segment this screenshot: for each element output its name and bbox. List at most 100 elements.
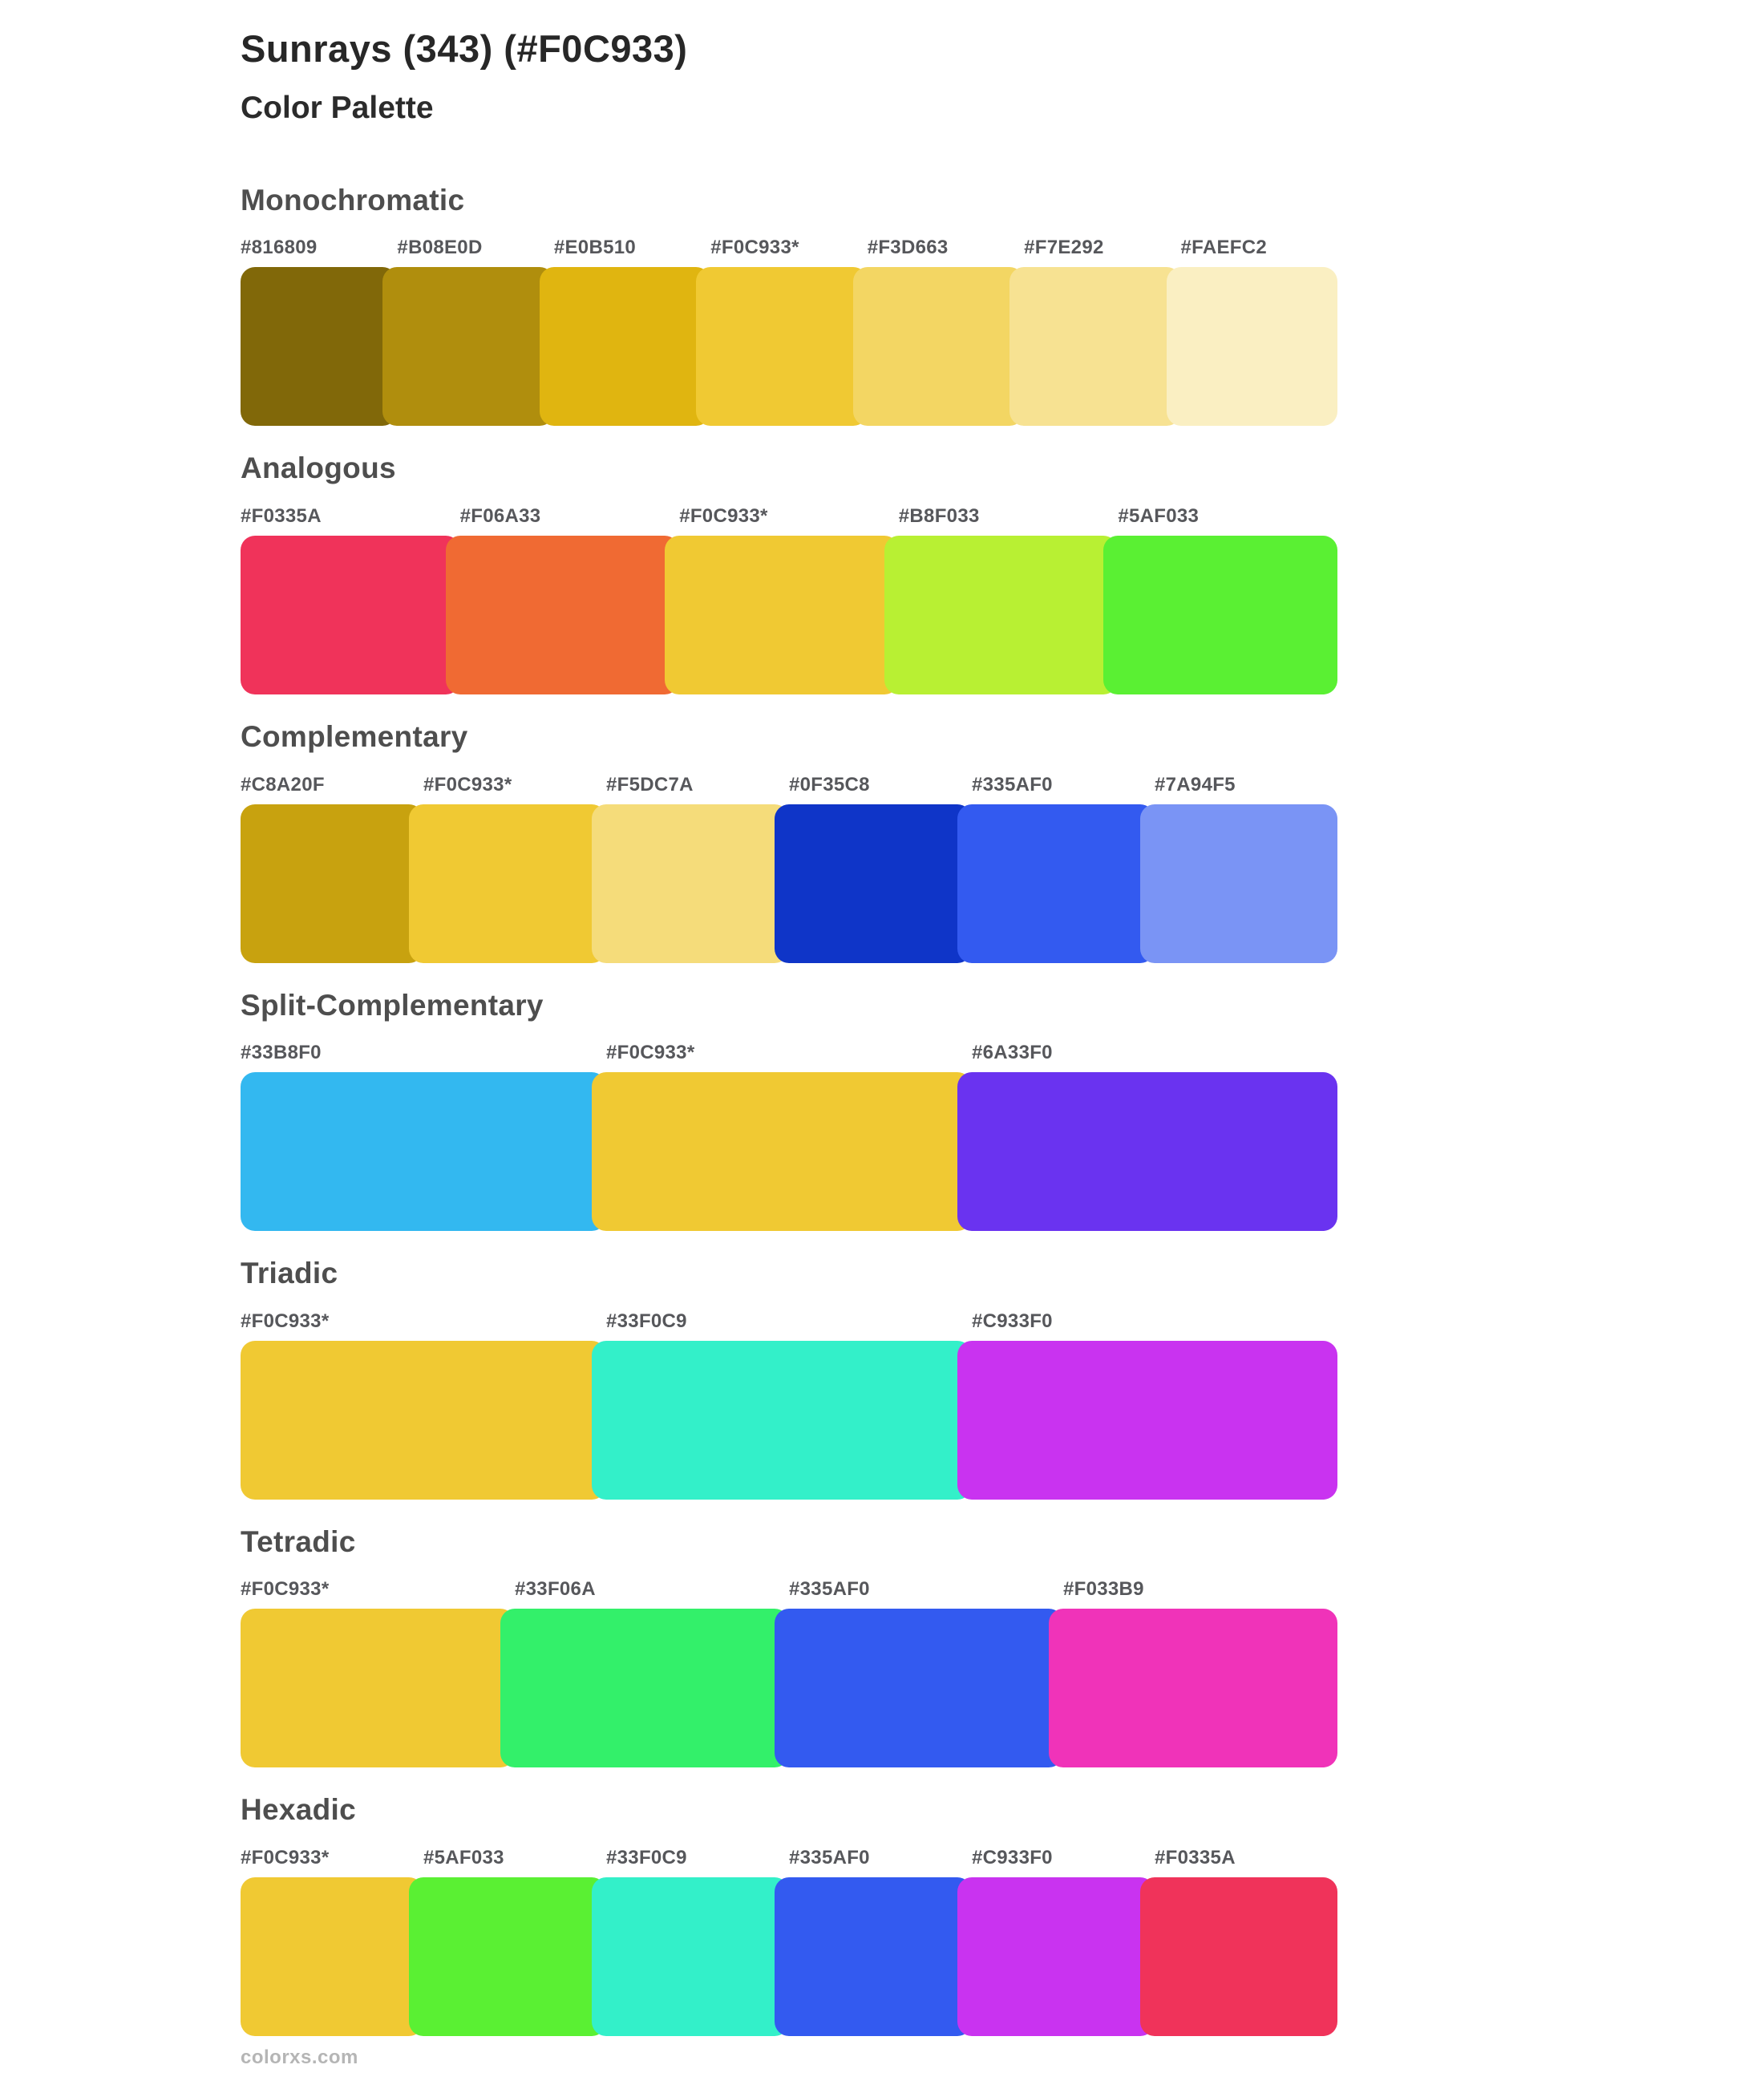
- swatch-hex-label: #B08E0D: [397, 237, 483, 259]
- swatch-hex-label: #F5DC7A: [606, 773, 694, 796]
- swatch: #F06A33: [445, 505, 680, 695]
- color-swatch[interactable]: [1166, 267, 1337, 427]
- swatch-hex-label: #F0335A: [241, 505, 322, 528]
- swatch-hex-label: #0F35C8: [789, 773, 870, 796]
- swatch-hex-label: #335AF0: [789, 1578, 870, 1601]
- color-swatch[interactable]: [1140, 804, 1337, 963]
- color-swatch[interactable]: [775, 804, 972, 963]
- swatch-hex-label: #F0C933*: [710, 237, 799, 259]
- color-swatch[interactable]: [409, 1876, 606, 2036]
- swatch-hex-label: #B8F033: [898, 505, 980, 528]
- swatch-row: #F0C933* #5AF033 #33F0C9 #335AF0 #C933F0 #F03…: [241, 1847, 1337, 2036]
- color-swatch[interactable]: [445, 536, 680, 695]
- swatch-row: #33B8F0 #F0C933* #6A33F0: [241, 1042, 1337, 1232]
- swatch: #FAEFC2: [1166, 237, 1337, 427]
- swatch: #5AF033: [409, 1846, 606, 2036]
- swatch-hex-label: #816809: [241, 237, 318, 259]
- swatch-hex-label: #F7E292: [1024, 237, 1104, 259]
- color-swatch[interactable]: [852, 267, 1025, 427]
- page-content: Sunrays (343) (#F0C933) Color Palette Mo…: [241, 27, 1337, 2062]
- swatch: #F0C933*: [696, 237, 868, 427]
- swatch-hex-label: #7A94F5: [1155, 773, 1236, 796]
- swatch: #E0B510: [539, 237, 711, 427]
- color-swatch[interactable]: [884, 536, 1119, 695]
- swatch: #C933F0: [957, 1847, 1155, 2036]
- swatch-hex-label: #33F06A: [515, 1578, 596, 1601]
- swatch: #F0C933*: [409, 774, 606, 963]
- color-swatch[interactable]: [241, 1876, 423, 2036]
- color-swatch[interactable]: [409, 804, 606, 963]
- color-swatch[interactable]: [957, 1340, 1337, 1500]
- swatch: #F033B9: [1049, 1578, 1337, 1768]
- section-hexadic: Hexadic #F0C933* #5AF033 #33F0C9 #335AF0 #C93…: [241, 1793, 1337, 2036]
- swatch-hex-label: #F033B9: [1063, 1578, 1144, 1601]
- color-swatch[interactable]: [592, 1876, 789, 2036]
- color-swatch[interactable]: [241, 536, 460, 695]
- section-split-complementary: Split-Complementary #33B8F0 #F0C933* #6A33F…: [241, 989, 1337, 1232]
- swatch-hex-label: #33B8F0: [241, 1042, 322, 1064]
- swatch-hex-label: #F3D663: [867, 237, 949, 259]
- swatch: #6A33F0: [957, 1042, 1337, 1232]
- swatch: #335AF0: [775, 1578, 1063, 1768]
- swatch-hex-label: #33F0C9: [606, 1310, 687, 1332]
- color-swatch[interactable]: [539, 267, 711, 427]
- color-swatch[interactable]: [241, 804, 423, 963]
- section-tetradic: Tetradic #F0C933* #33F06A #335AF0 #F033B9: [241, 1525, 1337, 1768]
- color-swatch[interactable]: [241, 1340, 606, 1500]
- color-swatch[interactable]: [1009, 267, 1181, 427]
- swatch: #7A94F5: [1140, 773, 1337, 963]
- swatch: #F0C933*: [241, 1578, 515, 1768]
- swatch: #816809: [241, 237, 398, 427]
- swatch-hex-label: #FAEFC2: [1180, 237, 1267, 259]
- section-title: Split-Complementary: [241, 988, 544, 1022]
- color-swatch[interactable]: [592, 1072, 972, 1232]
- swatch-hex-label: #E0B510: [553, 237, 637, 259]
- swatch-hex-label: #C8A20F: [241, 773, 325, 796]
- swatch-row: #C8A20F #F0C933* #F5DC7A #0F35C8 #335AF0 #7A9…: [241, 774, 1337, 963]
- color-swatch[interactable]: [382, 267, 554, 427]
- swatch-row: #F0C933* #33F06A #335AF0 #F033B9: [241, 1578, 1337, 1768]
- color-swatch[interactable]: [592, 1340, 972, 1500]
- swatch: #33F06A: [500, 1578, 789, 1768]
- section-title: Analogous: [241, 451, 396, 485]
- color-swatch[interactable]: [696, 267, 868, 427]
- section-title: Monochromatic: [241, 183, 465, 217]
- swatch-hex-label: #335AF0: [972, 773, 1053, 796]
- swatch: #F3D663: [852, 237, 1025, 427]
- swatch-row: #816809 #B08E0D #E0B510 #F0C933* #F3D663 #F7E…: [241, 237, 1337, 427]
- color-swatch[interactable]: [241, 1609, 515, 1768]
- color-swatch[interactable]: [957, 1876, 1155, 2036]
- swatch: #F0335A: [1140, 1846, 1337, 2036]
- swatch: #B08E0D: [382, 237, 554, 427]
- color-swatch[interactable]: [1103, 536, 1337, 695]
- swatch-hex-label: #F0C933*: [241, 1846, 330, 1868]
- swatch-hex-label: #335AF0: [789, 1846, 870, 1868]
- site-footer-link[interactable]: colorxs.com: [241, 2047, 358, 2068]
- swatch: #C933F0: [957, 1310, 1337, 1500]
- color-swatch[interactable]: [1049, 1609, 1337, 1768]
- swatch: #33F0C9: [592, 1310, 972, 1500]
- swatch: #B8F033: [884, 505, 1119, 695]
- swatch-hex-label: #5AF033: [1118, 505, 1200, 528]
- color-swatch[interactable]: [957, 1072, 1337, 1232]
- color-swatch[interactable]: [775, 1609, 1063, 1768]
- swatch-hex-label: #F06A33: [459, 505, 541, 528]
- swatch-hex-label: #F0335A: [1155, 1846, 1236, 1868]
- color-swatch[interactable]: [592, 804, 789, 963]
- color-swatch[interactable]: [241, 1072, 606, 1232]
- section-title: Tetradic: [241, 1524, 356, 1558]
- swatch: #335AF0: [957, 773, 1155, 963]
- color-swatch[interactable]: [500, 1609, 789, 1768]
- page-subtitle: Color Palette: [241, 91, 434, 126]
- color-swatch[interactable]: [775, 1876, 972, 2036]
- color-swatch[interactable]: [957, 804, 1155, 963]
- swatch-hex-label: #5AF033: [423, 1846, 504, 1868]
- section-triadic: Triadic #F0C933* #33F0C9 #C933F0: [241, 1257, 1337, 1500]
- section-monochromatic: Monochromatic #816809 #B08E0D #E0B510 #F0C93…: [241, 184, 1337, 427]
- swatch: #5AF033: [1103, 505, 1337, 695]
- swatch: #33F0C9: [592, 1847, 789, 2036]
- swatch-hex-label: #F0C933*: [241, 1310, 330, 1332]
- color-swatch[interactable]: [241, 267, 398, 427]
- color-swatch[interactable]: [1140, 1876, 1337, 2036]
- color-swatch[interactable]: [665, 536, 899, 695]
